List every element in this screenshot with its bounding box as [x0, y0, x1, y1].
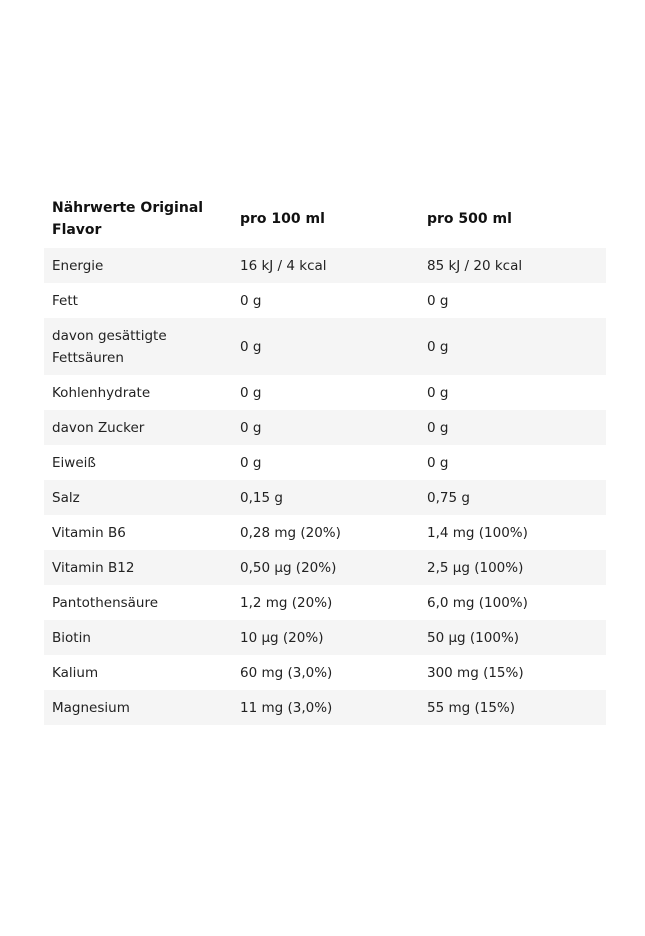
table-cell: 0 g — [240, 454, 262, 471]
table-row: Eiweiß 0 g 0 g — [44, 445, 606, 480]
table-row: Biotin 10 µg (20%) 50 µg (100%) — [44, 620, 606, 655]
header-cell: pro 100 ml — [240, 211, 325, 227]
table-cell: 0 g — [427, 384, 449, 401]
table-cell: davon Zucker — [44, 410, 232, 445]
header-row: Nährwerte Original Flavor pro 100 ml pro… — [44, 190, 606, 248]
table-cell: 0 g — [427, 454, 449, 471]
table-cell: davon gesättigte Fettsäuren — [44, 318, 232, 375]
table-cell: 0,15 g — [232, 480, 419, 515]
table-row: Energie 16 kJ / 4 kcal 85 kJ / 20 kcal — [44, 248, 606, 283]
table-cell: Eiweiß — [52, 454, 96, 471]
table-cell: 0,50 µg (20%) — [232, 550, 419, 585]
table-cell: Energie — [44, 248, 232, 283]
table-cell: 2,5 µg (100%) — [419, 550, 606, 585]
table-cell: 0 g — [232, 318, 419, 375]
table-row: Kalium 60 mg (3,0%) 300 mg (15%) — [44, 655, 606, 690]
table-cell: Kalium — [52, 664, 99, 681]
table-cell: 1,2 mg (20%) — [240, 594, 333, 611]
table-cell: 10 µg (20%) — [232, 620, 419, 655]
table-cell: 0 g — [232, 410, 419, 445]
table-cell: 300 mg (15%) — [427, 664, 524, 681]
table-cell: 0,28 mg (20%) — [240, 524, 341, 541]
table-row: Salz 0,15 g 0,75 g — [44, 480, 606, 515]
header-cell: Nährwerte Original Flavor — [52, 200, 204, 238]
table-cell: 50 µg (100%) — [419, 620, 606, 655]
table-row: Pantothensäure 1,2 mg (20%) 6,0 mg (100%) — [44, 585, 606, 620]
table-row: Kohlenhydrate 0 g 0 g — [44, 375, 606, 410]
table-cell: 11 mg (3,0%) — [232, 690, 419, 725]
table-body: Energie 16 kJ / 4 kcal 85 kJ / 20 kcal Fett… — [44, 248, 606, 725]
table-cell: 0,75 g — [419, 480, 606, 515]
table-cell: Pantothensäure — [52, 594, 159, 611]
table-row: Vitamin B6 0,28 mg (20%) 1,4 mg (100%) — [44, 515, 606, 550]
table-cell: Vitamin B12 — [44, 550, 232, 585]
table-cell: Vitamin B6 — [52, 524, 126, 541]
nutrition-table: Nährwerte Original Flavor pro 100 ml pro… — [44, 190, 606, 725]
table-row: Magnesium 11 mg (3,0%) 55 mg (15%) — [44, 690, 606, 725]
table-cell: Magnesium — [44, 690, 232, 725]
table-cell: 0 g — [419, 410, 606, 445]
table-cell: 85 kJ / 20 kcal — [419, 248, 606, 283]
table-cell: 60 mg (3,0%) — [240, 664, 333, 681]
table-cell: 0 g — [240, 292, 262, 309]
table-cell: 0 g — [427, 292, 449, 309]
table-cell: 0 g — [419, 318, 606, 375]
table-cell: 55 mg (15%) — [419, 690, 606, 725]
table-cell: Salz — [44, 480, 232, 515]
table-cell: Kohlenhydrate — [52, 384, 151, 401]
table-cell: 16 kJ / 4 kcal — [232, 248, 419, 283]
table-cell: Biotin — [44, 620, 232, 655]
table-cell: Fett — [52, 292, 78, 309]
table-row: Fett 0 g 0 g — [44, 283, 606, 318]
table-row: Vitamin B12 0,50 µg (20%) 2,5 µg (100%) — [44, 550, 606, 585]
table-cell: 0 g — [240, 384, 262, 401]
table-cell: 1,4 mg (100%) — [427, 524, 528, 541]
header-cell: pro 500 ml — [427, 211, 512, 227]
table-cell: 6,0 mg (100%) — [427, 594, 528, 611]
